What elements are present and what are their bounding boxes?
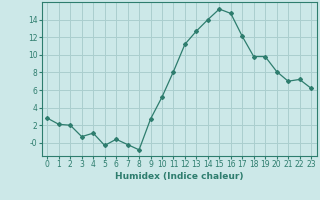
X-axis label: Humidex (Indice chaleur): Humidex (Indice chaleur)	[115, 172, 244, 181]
